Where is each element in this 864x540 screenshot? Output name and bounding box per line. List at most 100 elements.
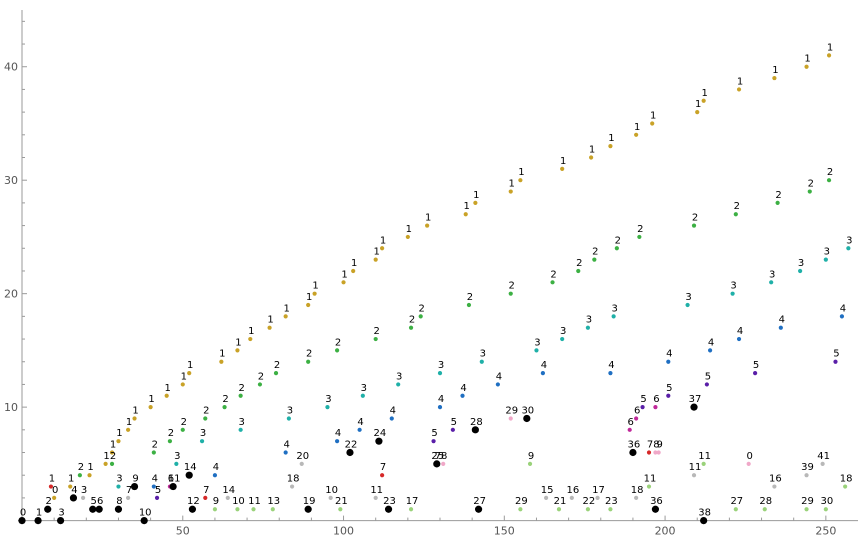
- data-point: [589, 155, 594, 160]
- data-label: 3: [560, 326, 566, 337]
- data-point: [653, 405, 658, 410]
- data-point: [450, 427, 455, 432]
- data-label: 2: [550, 269, 556, 280]
- data-point: [762, 507, 767, 512]
- data-label: 21: [335, 496, 348, 507]
- data-label: 3: [534, 337, 540, 348]
- data-point: [753, 370, 758, 376]
- data-label: 2: [46, 496, 52, 507]
- axes: [18, 10, 858, 524]
- data-label: 1: [518, 167, 524, 178]
- data-point: [666, 393, 671, 398]
- data-point: [114, 505, 123, 513]
- data-label: 23: [605, 496, 618, 507]
- data-label: 1: [87, 462, 93, 473]
- data-label: 5: [155, 485, 161, 496]
- data-point: [306, 359, 311, 364]
- data-label: 4: [283, 440, 289, 451]
- data-label: 15: [541, 485, 554, 496]
- x-tick-label: 200: [655, 525, 676, 538]
- data-point: [219, 359, 224, 364]
- data-point: [222, 405, 227, 410]
- data-point: [77, 473, 82, 478]
- data-label: 4: [460, 383, 466, 394]
- data-point: [408, 507, 414, 512]
- data-point: [283, 450, 288, 455]
- data-label: 10: [232, 496, 245, 507]
- data-label: 3: [200, 428, 206, 439]
- data-point: [335, 439, 340, 444]
- data-point: [375, 437, 383, 445]
- data-point: [52, 495, 57, 501]
- data-point: [151, 450, 156, 455]
- data-label: 1: [509, 179, 515, 190]
- data-label: 4: [335, 428, 341, 439]
- data-label: 4: [708, 337, 714, 348]
- data-point: [701, 98, 706, 103]
- data-point: [373, 495, 378, 501]
- data-point: [126, 427, 131, 432]
- data-label: 2: [637, 224, 643, 235]
- data-label: 2: [306, 349, 312, 360]
- data-label: 1: [464, 201, 470, 212]
- data-point: [733, 507, 738, 512]
- data-point: [34, 516, 42, 525]
- data-label: 0: [52, 485, 58, 496]
- data-label: 2: [335, 337, 341, 348]
- data-point: [592, 257, 597, 262]
- data-label: 7: [126, 485, 132, 496]
- data-label: 1: [374, 247, 380, 258]
- data-point: [95, 505, 103, 513]
- data-point: [116, 439, 121, 444]
- data-label: 3: [586, 315, 592, 326]
- data-point: [18, 516, 26, 525]
- data-label: 3: [174, 451, 180, 462]
- data-point: [169, 482, 177, 491]
- data-label: 2: [827, 167, 833, 178]
- data-point: [346, 448, 354, 457]
- data-point: [608, 144, 613, 149]
- data-point: [312, 291, 317, 296]
- data-point: [839, 314, 845, 319]
- data-label: 2: [467, 292, 473, 303]
- data-label: 1: [634, 122, 640, 133]
- data-point: [283, 314, 288, 319]
- data-label: 3: [287, 405, 293, 416]
- data-label: 3: [238, 417, 244, 428]
- data-point: [707, 348, 713, 353]
- data-point: [425, 223, 430, 228]
- data-point: [212, 507, 218, 512]
- data-point: [646, 450, 652, 455]
- data-point: [80, 495, 86, 501]
- data-point: [396, 382, 401, 387]
- data-label: 3: [480, 349, 486, 360]
- data-label: 3: [611, 303, 617, 314]
- data-label: 1: [36, 508, 42, 519]
- data-label: 4: [357, 417, 363, 428]
- data-label: 1: [380, 235, 386, 246]
- data-points: [18, 53, 851, 525]
- data-point: [148, 405, 153, 410]
- data-label: 25: [431, 451, 444, 462]
- data-label: 21: [554, 496, 567, 507]
- data-point: [700, 516, 708, 525]
- data-point: [634, 495, 639, 501]
- data-point: [704, 382, 709, 387]
- data-label: 1: [116, 428, 122, 439]
- data-label: 28: [759, 496, 772, 507]
- data-point: [203, 416, 208, 421]
- data-label: 5: [666, 383, 672, 394]
- data-label: 1: [110, 440, 116, 451]
- data-label: 10: [139, 508, 152, 519]
- data-point: [826, 53, 832, 58]
- data-point: [479, 359, 484, 364]
- data-point: [328, 495, 333, 501]
- data-label: 36: [628, 440, 641, 451]
- data-label: 5: [431, 428, 437, 439]
- data-label: 4: [779, 315, 785, 326]
- data-label: 4: [737, 326, 743, 337]
- data-label: 4: [438, 394, 444, 405]
- data-label: 2: [168, 428, 174, 439]
- data-point: [48, 484, 54, 489]
